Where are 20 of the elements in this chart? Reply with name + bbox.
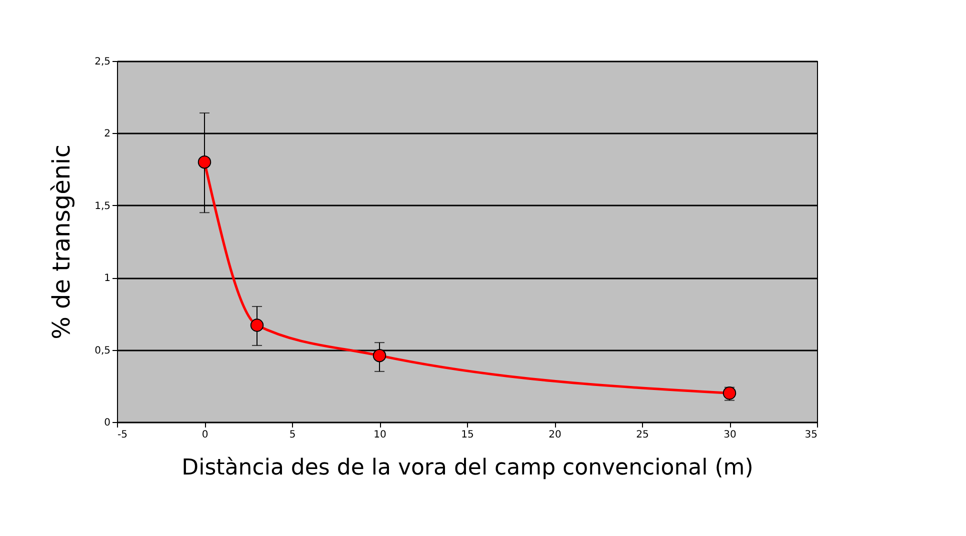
- y-tick-label: 1,5: [94, 200, 110, 212]
- y-tick-label: 2,5: [94, 56, 110, 68]
- x-tick-label: 10: [374, 430, 386, 440]
- x-tick-label: 20: [548, 430, 562, 440]
- x-tick-label: 0: [202, 430, 208, 440]
- x-tick-label: 25: [636, 430, 649, 440]
- y-tick-label: 1: [104, 273, 110, 284]
- y-tick-label: 2: [104, 128, 110, 140]
- point: [250, 318, 264, 332]
- point: [198, 155, 212, 169]
- y-tick-label: 0: [104, 418, 110, 428]
- x-tick-label: 5: [289, 430, 296, 440]
- x-axis-title: Distància des de la vora del camp convencional (m): [182, 456, 754, 480]
- x-tick-label: -5: [118, 430, 128, 440]
- y-tick-label: 0,5: [94, 345, 110, 356]
- x-tick-label: 35: [804, 430, 818, 440]
- x-tick-label: 15: [461, 430, 474, 440]
- y-axis-title: % de transgènic: [48, 144, 76, 340]
- x-tick-label: 30: [724, 430, 736, 440]
- point: [372, 348, 386, 362]
